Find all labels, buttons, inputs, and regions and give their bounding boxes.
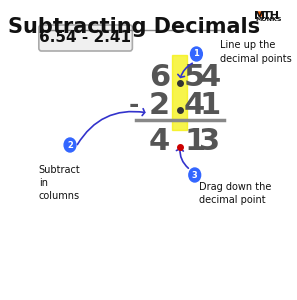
Text: M: M xyxy=(254,11,265,21)
Circle shape xyxy=(189,168,201,182)
Text: 1: 1 xyxy=(193,50,199,58)
Text: 2: 2 xyxy=(67,140,73,149)
Text: TH: TH xyxy=(263,11,280,21)
Text: 2: 2 xyxy=(149,91,170,119)
Text: 3: 3 xyxy=(199,128,220,157)
Text: Line up the
decimal points: Line up the decimal points xyxy=(220,40,292,64)
Text: 3: 3 xyxy=(192,170,198,179)
Text: 1: 1 xyxy=(184,128,205,157)
Text: Drag down the
decimal point: Drag down the decimal point xyxy=(199,182,271,205)
Text: 6: 6 xyxy=(149,64,170,92)
Text: 4: 4 xyxy=(149,128,170,157)
Circle shape xyxy=(64,138,76,152)
Text: -: - xyxy=(129,93,139,117)
Text: 6.54 - 2.41: 6.54 - 2.41 xyxy=(39,29,131,44)
Bar xyxy=(172,55,187,130)
Circle shape xyxy=(191,47,202,61)
Text: 4: 4 xyxy=(184,91,205,119)
Text: 4: 4 xyxy=(199,64,221,92)
Polygon shape xyxy=(258,12,263,17)
Text: Subtracting Decimals: Subtracting Decimals xyxy=(8,17,260,37)
Text: MONKS: MONKS xyxy=(255,17,282,22)
Text: Subtract
in
columns: Subtract in columns xyxy=(39,165,80,201)
Text: 5: 5 xyxy=(184,64,205,92)
FancyBboxPatch shape xyxy=(39,25,132,51)
Text: 1: 1 xyxy=(199,91,221,119)
